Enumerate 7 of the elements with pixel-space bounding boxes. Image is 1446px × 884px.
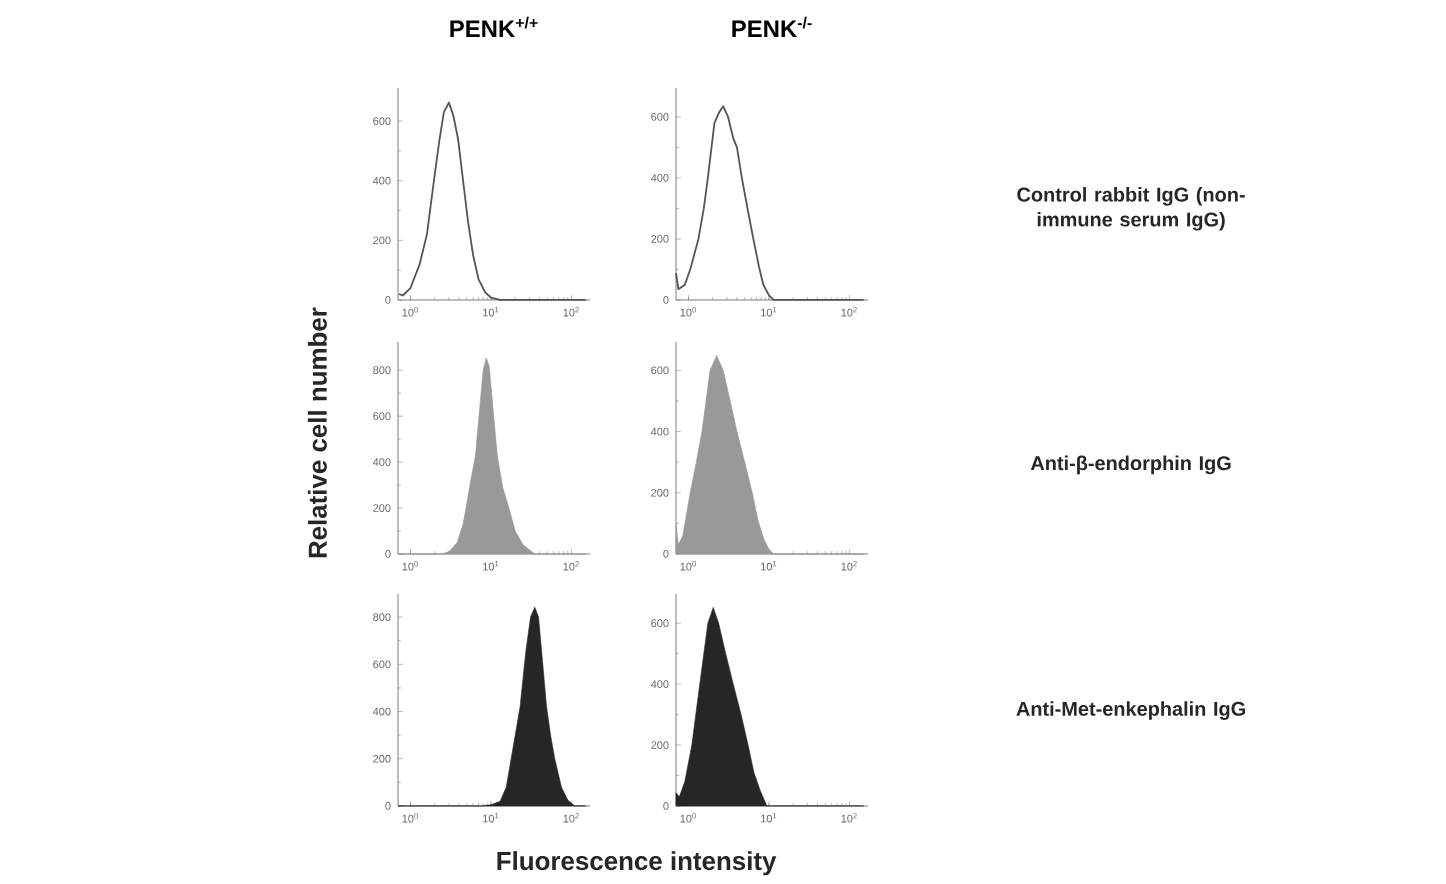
text: Control rabbit IgG (non-immune serum IgG) — [1017, 187, 1245, 231]
text: Anti-β-endorphin IgG — [1030, 455, 1231, 475]
chart-title: PENK$^{+/+}$ — [450, 16, 538, 37]
text: Anti-Met-enkephalin IgG — [1016, 701, 1245, 720]
x-axis-title: Fluorescence intensity — [497, 851, 777, 876]
y-axis-title: Relative cell number — [307, 307, 327, 558]
chart-title: PENK$^{-/-}$ — [732, 16, 812, 37]
